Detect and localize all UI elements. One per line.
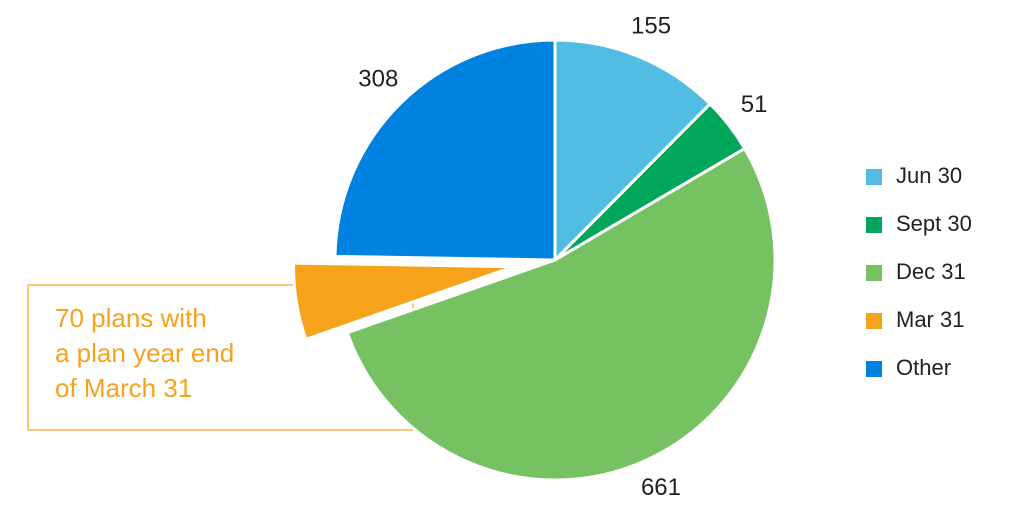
annotation: of March 31 <box>55 373 192 403</box>
legend-swatch <box>866 265 882 281</box>
legend-label: Sept 30 <box>896 211 972 236</box>
annotation: a plan year end <box>55 338 234 368</box>
legend-swatch <box>866 217 882 233</box>
slice <box>553 38 713 264</box>
value-label: 308 <box>358 66 398 93</box>
value-label: 661 <box>641 474 681 501</box>
legend-swatch <box>866 361 882 377</box>
legend-swatch <box>866 313 882 329</box>
legend-swatch <box>866 169 882 185</box>
annotation: 70 plans with <box>55 303 207 333</box>
value-label: 51 <box>741 91 768 118</box>
slice <box>345 146 777 482</box>
legend-label: Dec 31 <box>896 259 966 284</box>
legend-label: Mar 31 <box>896 307 964 332</box>
value-label: 155 <box>631 12 671 39</box>
slice <box>333 38 557 262</box>
slice <box>292 261 515 342</box>
legend-label: Other <box>896 355 951 380</box>
legend-label: Jun 30 <box>896 163 962 188</box>
pie <box>292 38 777 482</box>
